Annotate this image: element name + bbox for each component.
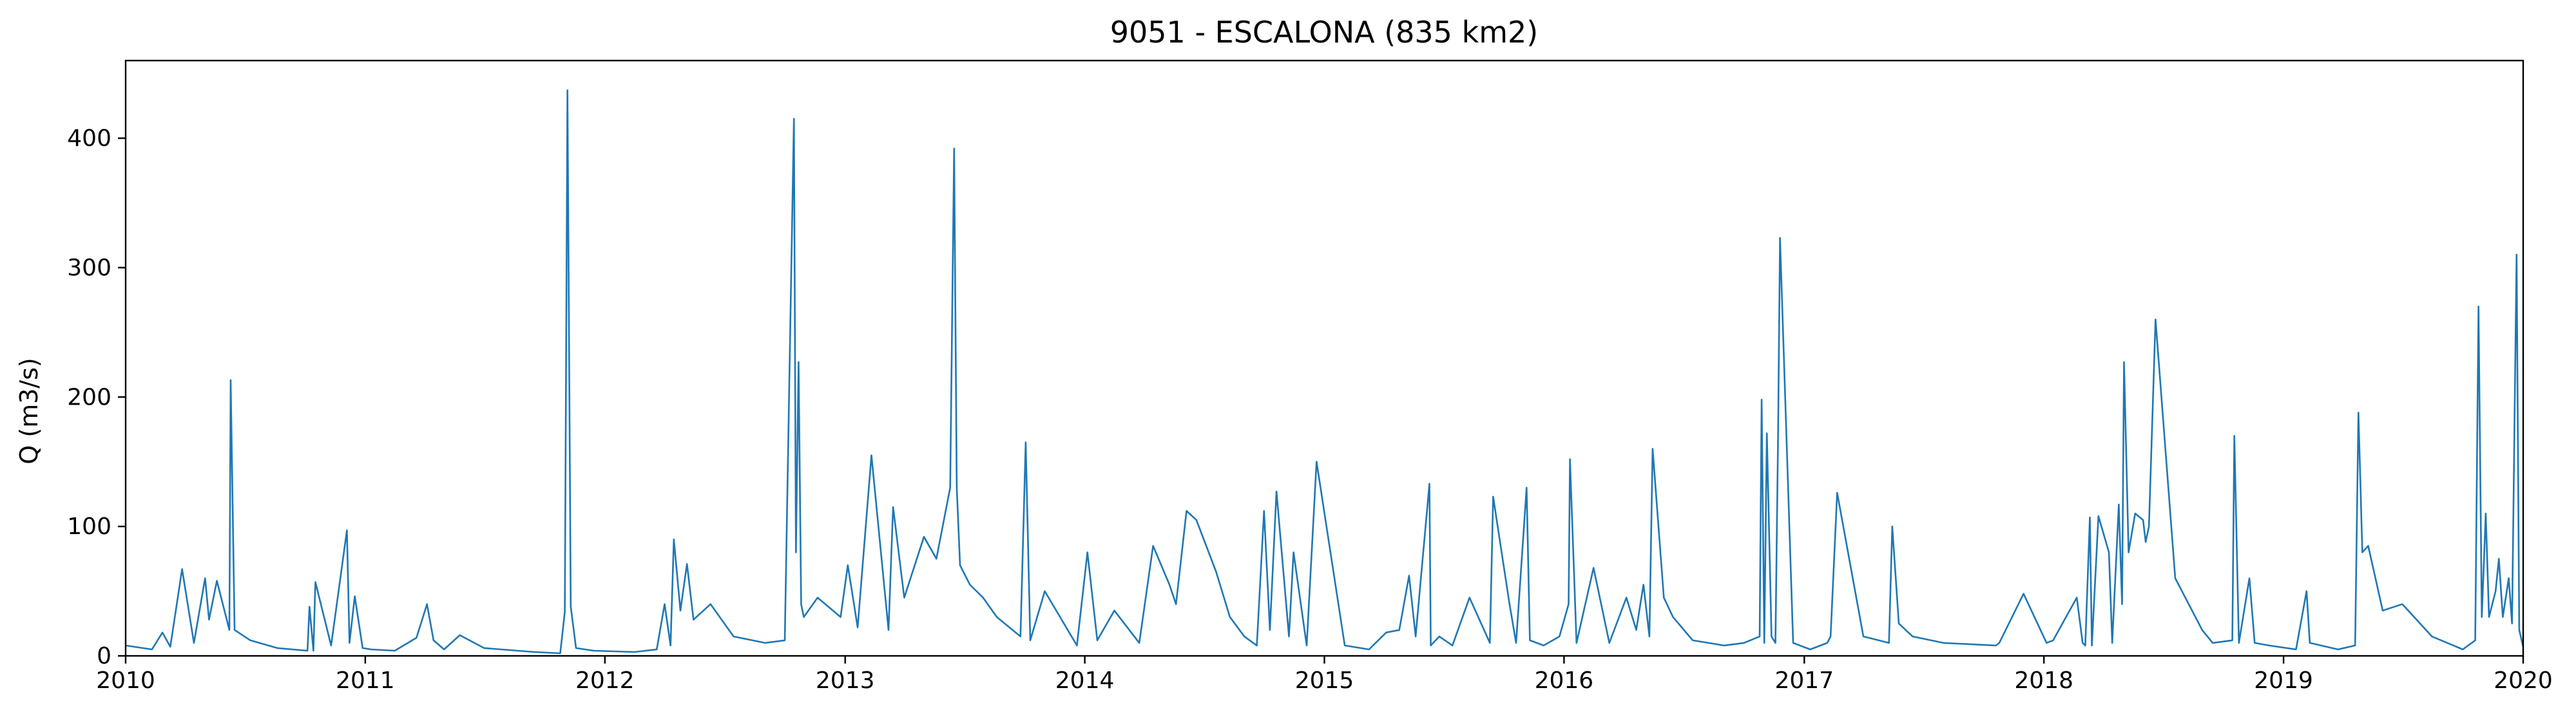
x-tick-label: 2016 xyxy=(1535,667,1594,694)
x-tick-label: 2014 xyxy=(1055,667,1115,694)
x-tick-label: 2013 xyxy=(816,667,875,694)
y-axis: 0 100 200 300 400 xyxy=(67,126,126,669)
y-axis-label: Q (m3/s) xyxy=(15,358,43,464)
x-tick-label: 2019 xyxy=(2254,667,2313,694)
x-tick-label: 2017 xyxy=(1774,667,1834,694)
y-tick-label: 100 xyxy=(67,513,111,540)
discharge-series-line xyxy=(125,89,2524,655)
plot-area xyxy=(125,89,2524,655)
y-tick-label: 200 xyxy=(67,384,111,410)
x-tick-label: 2018 xyxy=(2014,667,2073,694)
chart-title: 9051 - ESCALONA (835 km2) xyxy=(1110,15,1538,50)
x-tick-label: 2010 xyxy=(96,667,155,694)
plot-frame xyxy=(124,59,2524,657)
x-axis: 2010 2011 2012 2013 2014 2015 2016 2017 2018 2019… xyxy=(96,656,2553,694)
y-tick-label: 400 xyxy=(67,126,111,152)
x-tick-label: 2012 xyxy=(575,667,635,694)
x-tick-label: 2015 xyxy=(1295,667,1354,694)
x-tick-label: 2020 xyxy=(2494,667,2553,694)
x-tick-label: 2011 xyxy=(336,667,395,694)
y-tick-label: 300 xyxy=(67,254,111,281)
y-tick-label: 0 xyxy=(97,643,111,669)
